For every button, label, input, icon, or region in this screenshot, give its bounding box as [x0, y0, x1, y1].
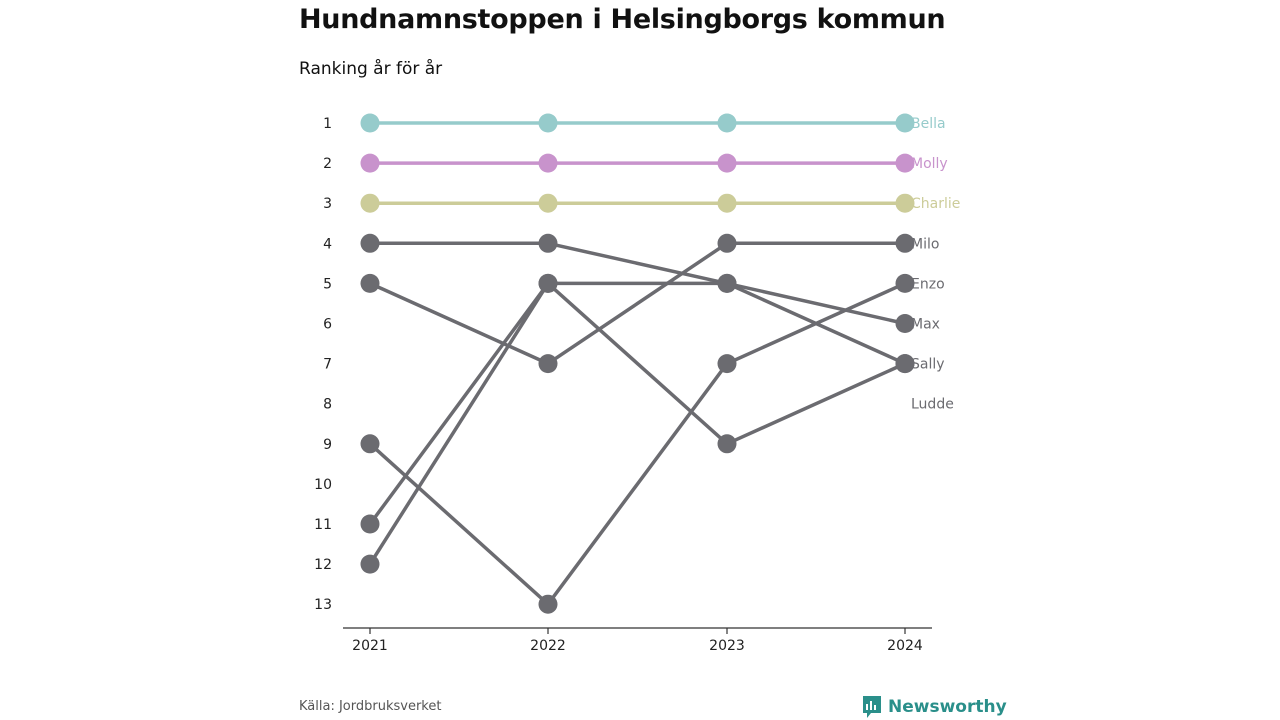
end-label-sally: Sally — [911, 357, 945, 373]
data-point-charlie-2024 — [895, 193, 915, 213]
series-line-max — [368, 281, 906, 526]
y-tick-label: 12 — [314, 557, 332, 573]
y-tick-label: 5 — [323, 276, 332, 292]
brand-name: Newsworthy — [888, 697, 1007, 717]
chart-title: Hundnamnstoppen i Helsingborgs kommun — [299, 4, 946, 35]
y-tick-label: 2 — [323, 156, 332, 172]
data-point-sally-2023 — [717, 434, 737, 454]
y-tick-label: 4 — [323, 236, 332, 252]
series-line-ludde — [368, 281, 906, 606]
data-point-ludde-2023 — [717, 354, 737, 374]
y-tick-label: 9 — [323, 437, 332, 453]
data-point-ludde-2022 — [538, 594, 558, 614]
source-note: Källa: Jordbruksverket — [299, 699, 442, 714]
end-label-max: Max — [911, 317, 940, 333]
end-label-milo: Milo — [911, 236, 939, 252]
data-point-charlie-2021 — [360, 193, 380, 213]
x-tick-label: 2023 — [709, 638, 745, 654]
series-line-enzo — [369, 241, 905, 366]
data-point-molly-2021 — [360, 153, 380, 173]
y-tick-label: 10 — [314, 477, 332, 493]
data-point-max-2023 — [717, 273, 737, 293]
data-point-enzo-2021 — [360, 273, 380, 293]
data-point-molly-2022 — [538, 153, 558, 173]
y-tick-label: 3 — [323, 196, 332, 212]
y-tick-label: 13 — [314, 597, 332, 613]
x-tick-label: 2024 — [887, 638, 923, 654]
series-points — [360, 113, 915, 614]
series-line-sally — [368, 281, 906, 566]
data-point-charlie-2022 — [538, 193, 558, 213]
data-point-enzo-2023 — [717, 233, 737, 253]
x-axis: 2021 2022 2023 2024 — [343, 627, 932, 654]
end-label-ludde: Ludde — [911, 397, 954, 413]
y-tick-label: 6 — [323, 317, 332, 333]
data-point-max-2021 — [360, 514, 380, 534]
brand-logo: Newsworthy — [862, 695, 1007, 719]
y-tick-label: 8 — [323, 397, 332, 413]
data-point-molly-2024 — [895, 153, 915, 173]
end-label-bella: Bella — [911, 116, 946, 132]
data-point-sally-2022 — [538, 273, 558, 293]
data-point-bella-2021 — [360, 113, 380, 133]
data-point-milo-2021 — [360, 233, 380, 253]
end-label-enzo: Enzo — [911, 276, 945, 292]
y-tick-label: 11 — [314, 517, 332, 533]
series-lines — [368, 121, 906, 606]
data-point-sally-2024 — [895, 354, 915, 374]
chart-subtitle: Ranking år för år — [299, 59, 443, 79]
x-tick-label: 2022 — [530, 638, 566, 654]
y-tick-label: 7 — [323, 357, 332, 373]
data-point-enzo-2022 — [538, 354, 558, 374]
y-tick-label: 1 — [323, 116, 332, 132]
end-labels: Bella Molly Charlie Milo Enzo Max Sally Ludde — [911, 116, 960, 413]
data-point-enzo-2024 — [895, 233, 915, 253]
data-point-molly-2023 — [717, 153, 737, 173]
data-point-ludde-2024 — [895, 273, 915, 293]
data-point-milo-2022 — [538, 233, 558, 253]
x-tick-label: 2021 — [352, 638, 388, 654]
data-point-bella-2022 — [538, 113, 558, 133]
end-label-molly: Molly — [911, 156, 948, 172]
data-point-charlie-2023 — [717, 193, 737, 213]
newsworthy-logo-icon — [863, 696, 881, 718]
data-point-bella-2024 — [895, 113, 915, 133]
data-point-bella-2023 — [717, 113, 737, 133]
data-point-max-2024 — [895, 314, 915, 333]
data-point-sally-2021 — [360, 554, 380, 574]
end-label-charlie: Charlie — [911, 196, 960, 212]
data-point-ludde-2021 — [360, 434, 380, 454]
